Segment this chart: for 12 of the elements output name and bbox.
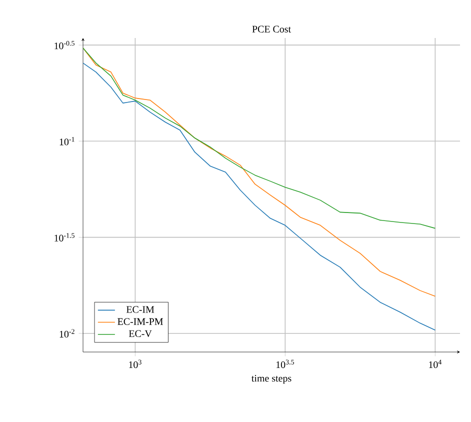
y-tick-label: 10$^{-1}$ — [60, 136, 74, 146]
chart-title: PCE Cost — [252, 26, 291, 32]
legend-label: EC-V — [128, 330, 152, 338]
legend-label: EC-IM — [126, 306, 154, 313]
x-tick-label: 10$^{3.5}$ — [276, 360, 294, 368]
x-axis-title: time steps — [252, 374, 292, 384]
x-tick-label: 10$^{3}$ — [129, 360, 142, 368]
y-tick-label: 10$^{-1.5}$ — [54, 233, 74, 242]
x-tick-label: 10$^{4}$ — [429, 360, 442, 368]
y-tick-label: 10$^{-2}$ — [60, 329, 74, 338]
legend-label: EC-IM-PM — [118, 318, 163, 325]
y-tick-label: 10$^{-0.5}$ — [54, 40, 74, 50]
